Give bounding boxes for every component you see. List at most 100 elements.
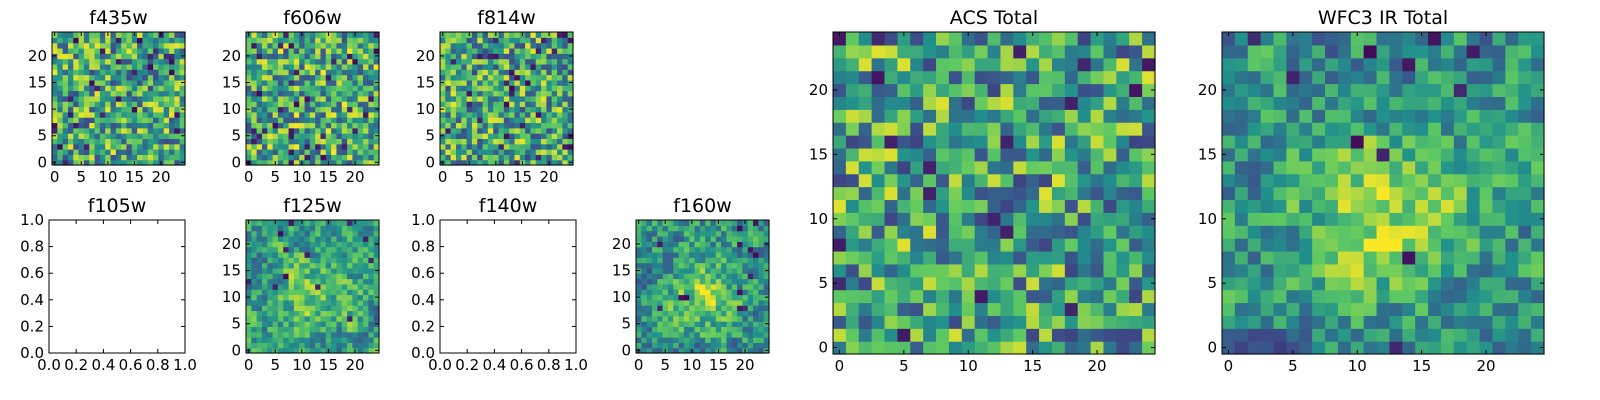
heatmap-cell xyxy=(1260,109,1275,123)
x-tick-label: 10 xyxy=(959,357,978,375)
heatmap-cell xyxy=(1415,315,1429,329)
heatmap-cell xyxy=(710,337,717,343)
heatmap-cell xyxy=(541,95,547,102)
heatmap-cell xyxy=(83,47,90,54)
heatmap-cell xyxy=(1142,135,1156,149)
heatmap-cell xyxy=(477,122,484,129)
heatmap-cell xyxy=(357,138,364,145)
heatmap-cell xyxy=(363,310,369,317)
heatmap-cell xyxy=(1402,147,1416,162)
heatmap-cell xyxy=(1312,70,1326,85)
heatmap-cell xyxy=(833,135,847,149)
heatmap-cell xyxy=(137,106,144,113)
heatmap-cell xyxy=(651,289,658,296)
heatmap-cell xyxy=(974,44,989,59)
heatmap-cell xyxy=(936,160,950,175)
heatmap-cell xyxy=(115,154,122,161)
heatmap-cell xyxy=(651,230,658,237)
heatmap-cell xyxy=(936,147,950,162)
y-tick-label: 0.2 xyxy=(20,317,44,335)
heatmap-cell xyxy=(1116,315,1130,329)
heatmap-cell xyxy=(662,294,669,301)
heatmap-cell xyxy=(251,230,258,237)
heatmap-cell xyxy=(699,347,706,354)
heatmap-cell xyxy=(315,42,322,49)
heatmap-cell xyxy=(503,69,510,76)
heatmap-cell xyxy=(641,220,648,226)
heatmap-cell xyxy=(373,74,380,81)
heatmap-cell xyxy=(1247,32,1262,46)
heatmap-cell xyxy=(557,143,563,150)
heatmap-cell xyxy=(78,133,85,139)
heatmap-cell xyxy=(705,283,712,290)
heatmap-cell xyxy=(1234,199,1249,213)
heatmap-cell xyxy=(742,230,749,237)
heatmap-cell xyxy=(657,283,664,290)
heatmap-cell xyxy=(320,326,327,333)
heatmap-cell xyxy=(461,58,468,65)
heatmap-cell xyxy=(352,246,359,253)
heatmap-cell xyxy=(115,85,122,92)
heatmap-cell xyxy=(1453,199,1468,213)
heatmap-cell xyxy=(1440,147,1455,162)
heatmap-cell xyxy=(256,305,263,312)
heatmap-cell xyxy=(137,95,144,102)
heatmap-cell xyxy=(710,257,717,264)
heatmap-cell xyxy=(73,106,80,113)
heatmap-cell xyxy=(466,37,473,44)
heatmap-cell xyxy=(256,69,263,76)
heatmap-cell xyxy=(1090,32,1105,46)
heatmap-cell xyxy=(657,342,664,349)
heatmap-cell xyxy=(336,122,343,129)
heatmap-cell xyxy=(153,85,159,92)
heatmap-cell xyxy=(309,42,316,49)
heatmap-cell xyxy=(1376,302,1391,316)
heatmap-cell xyxy=(115,111,122,118)
heatmap-cell xyxy=(1026,147,1040,162)
heatmap-cell xyxy=(487,32,494,38)
y-tick-label: 0 xyxy=(37,153,47,171)
heatmap-cell xyxy=(1312,160,1326,175)
heatmap-cell xyxy=(261,305,268,312)
heatmap-cell xyxy=(163,111,170,118)
heatmap-cell xyxy=(163,74,170,81)
heatmap-cell xyxy=(83,149,90,155)
heatmap-cell xyxy=(251,310,258,317)
heatmap-cell xyxy=(283,106,290,113)
heatmap-cell xyxy=(341,133,348,139)
heatmap-cell xyxy=(267,283,274,290)
heatmap-cell xyxy=(948,57,963,72)
heatmap-cell xyxy=(320,273,327,280)
heatmap-cell xyxy=(678,246,685,253)
heatmap-cell xyxy=(646,294,653,301)
heatmap-cell xyxy=(974,263,989,278)
heatmap-cell xyxy=(52,47,58,54)
heatmap-cell xyxy=(336,257,343,264)
heatmap-cell xyxy=(283,111,290,118)
heatmap-cell xyxy=(1000,276,1014,291)
heatmap-cell xyxy=(347,225,353,232)
heatmap-cell xyxy=(357,149,364,155)
heatmap-cell xyxy=(1453,135,1468,149)
heatmap-cell xyxy=(309,230,316,237)
heatmap-cell xyxy=(1064,238,1079,252)
heatmap-cell xyxy=(246,257,252,264)
heatmap-cell xyxy=(336,342,343,349)
heatmap-cell xyxy=(267,79,274,86)
heatmap-cell xyxy=(246,42,252,49)
heatmap-cell xyxy=(1000,32,1014,46)
heatmap-cell xyxy=(557,74,563,81)
heatmap-cell xyxy=(694,225,701,232)
heatmap-cell xyxy=(52,138,58,145)
heatmap-cell xyxy=(482,111,489,118)
heatmap-cell xyxy=(142,85,149,92)
heatmap-cell xyxy=(368,262,375,269)
heatmap-cell xyxy=(1051,341,1066,355)
heatmap-cell xyxy=(1077,302,1092,316)
heatmap-cell xyxy=(115,149,122,155)
heatmap-cell xyxy=(1064,225,1079,239)
heatmap-cell xyxy=(683,246,690,253)
heatmap-cell xyxy=(288,133,295,139)
heatmap-cell xyxy=(105,74,112,81)
heatmap-cell xyxy=(62,154,69,161)
